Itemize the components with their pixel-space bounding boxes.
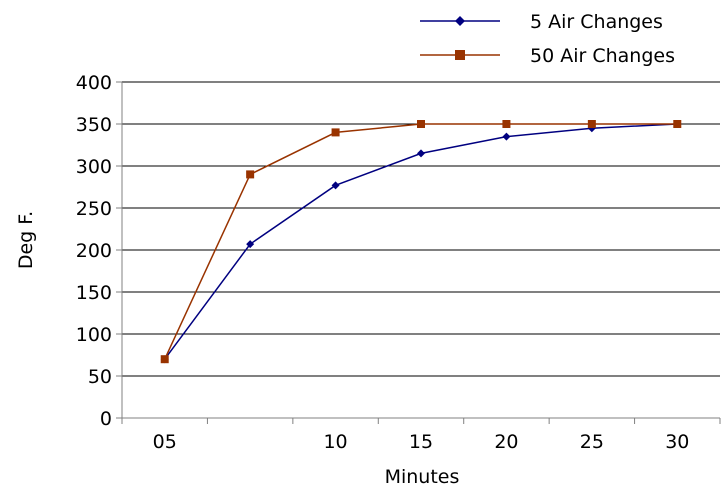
legend-item-5-air-changes: 5 Air Changes [420,11,663,33]
series-line-50-air-changes [164,123,678,360]
data-point-5-air-changes [502,132,511,141]
y-tick-label: 250 [76,198,112,220]
y-tick-label: 100 [76,324,112,346]
legend-label-5-air-changes: 5 Air Changes [530,11,663,33]
legend: 5 Air Changes 50 Air Changes [420,11,675,67]
y-tick-label: 300 [76,156,112,178]
x-tick-label: 20 [494,431,518,453]
data-point-50-air-changes [587,120,596,128]
data-point-50-air-changes [331,128,340,137]
x-tick-label: 05 [153,431,177,453]
legend-diamond-marker [455,16,465,26]
legend-square-marker [455,50,465,60]
x-axis-ticks: 05 10 15 20 25 30 [121,418,721,453]
y-tick-label: 200 [76,240,112,262]
data-point-50-air-changes [417,120,425,128]
x-tick-label: 25 [580,431,604,453]
y-tick-label: 50 [88,366,112,388]
legend-item-50-air-changes: 50 Air Changes [420,45,675,67]
data-point-5-air-changes [246,240,255,249]
x-tick-label: 30 [665,431,689,453]
y-tick-label: 150 [76,282,112,304]
data-point-50-air-changes [160,355,169,364]
y-axis-title: Deg F. [15,211,37,269]
series-layer [160,120,682,364]
data-point-5-air-changes [417,149,425,158]
x-tick-label: 10 [323,431,347,453]
data-point-50-air-changes [673,120,682,128]
series-line-5-air-changes [164,123,678,360]
y-tick-label: 400 [76,72,112,94]
y-tick-label: 0 [100,408,112,430]
x-axis-title: Minutes [385,466,460,488]
gridlines [122,81,720,377]
legend-label-50-air-changes: 50 Air Changes [530,45,675,67]
data-point-50-air-changes [502,120,511,128]
data-point-5-air-changes [331,181,340,190]
y-tick-label: 350 [76,114,112,136]
data-point-50-air-changes [246,170,255,179]
x-tick-label: 15 [409,431,433,453]
y-axis-ticks: 0 50 100 150 200 250 300 350 400 [76,72,122,430]
